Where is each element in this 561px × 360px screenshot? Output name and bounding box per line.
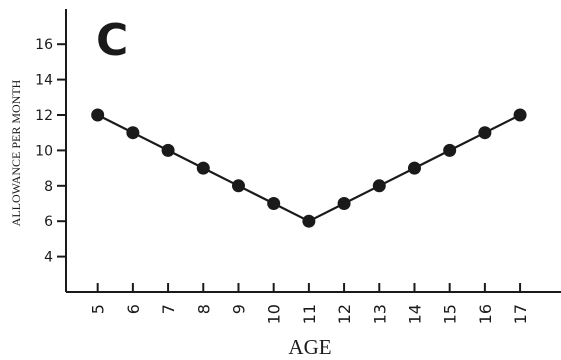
data-point — [443, 143, 457, 157]
x-tick-label: 13 — [370, 304, 389, 324]
data-point — [267, 197, 281, 210]
x-tick-label: 17 — [511, 304, 530, 324]
y-axis-label: ALLOWANCE PER MONTH — [9, 79, 23, 226]
data-point — [302, 214, 316, 228]
y-tick-label: 16 — [35, 37, 53, 53]
x-tick-label: 15 — [441, 304, 460, 324]
x-axis-label: AGE — [288, 335, 331, 359]
x-tick-label: 10 — [265, 304, 284, 324]
x-tick-label: 14 — [405, 304, 424, 324]
y-tick-label: 10 — [35, 143, 53, 159]
x-tick-label: 16 — [476, 304, 495, 324]
y-tick-label: 8 — [44, 179, 53, 195]
panel-letter: C — [96, 15, 128, 66]
series-line-group — [97, 114, 521, 223]
data-point — [478, 126, 492, 140]
data-point — [196, 161, 210, 175]
x-tick-label: 12 — [335, 304, 354, 324]
y-tick-label: 6 — [44, 214, 53, 230]
data-markers — [91, 108, 527, 228]
data-point — [513, 108, 527, 122]
x-tick-label: 6 — [124, 304, 143, 314]
x-tick-label: 8 — [194, 304, 213, 314]
y-tick-label: 12 — [35, 108, 53, 124]
data-point — [126, 126, 140, 140]
axes — [65, 9, 561, 293]
data-point — [231, 179, 245, 193]
data-point — [372, 179, 386, 193]
x-tick-label: 9 — [229, 304, 248, 314]
y-axis-ticks: 4 6 8 10 12 14 16 — [35, 37, 66, 266]
data-point — [161, 143, 175, 157]
data-point — [337, 197, 351, 210]
x-tick-label: 7 — [159, 304, 178, 314]
y-tick-label: 14 — [35, 73, 53, 89]
data-point — [91, 108, 105, 122]
x-tick-label: 5 — [89, 304, 108, 314]
y-tick-label: 4 — [44, 250, 53, 266]
data-point — [407, 161, 421, 175]
series-line — [97, 114, 521, 223]
x-axis-ticks: 5 6 7 8 9 10 11 12 13 14 15 16 17 — [89, 283, 530, 324]
x-tick-label: 11 — [300, 304, 319, 324]
